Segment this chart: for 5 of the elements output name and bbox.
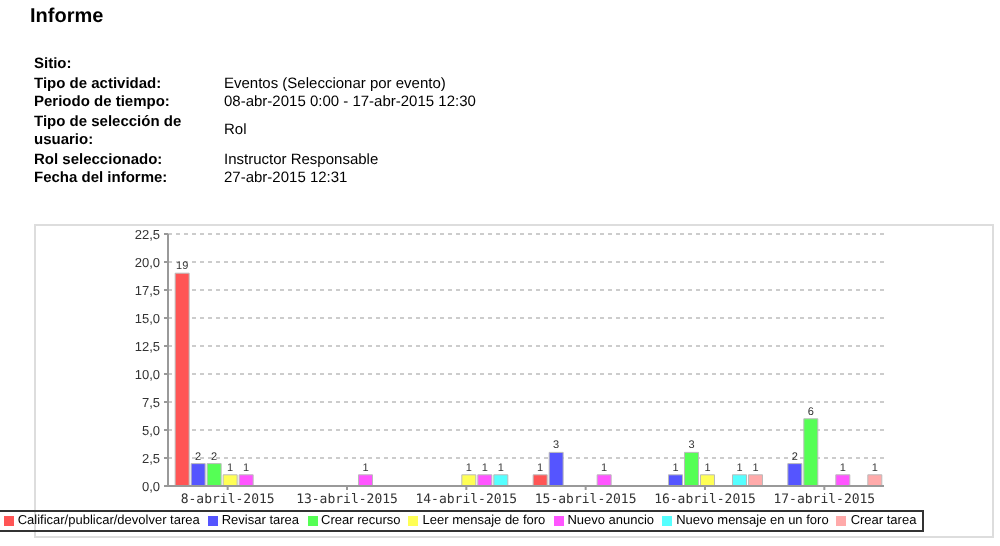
bar (596, 474, 612, 486)
bar (867, 474, 883, 486)
bar (357, 474, 373, 486)
chart-title: Informe (30, 6, 104, 28)
bar (835, 474, 851, 486)
